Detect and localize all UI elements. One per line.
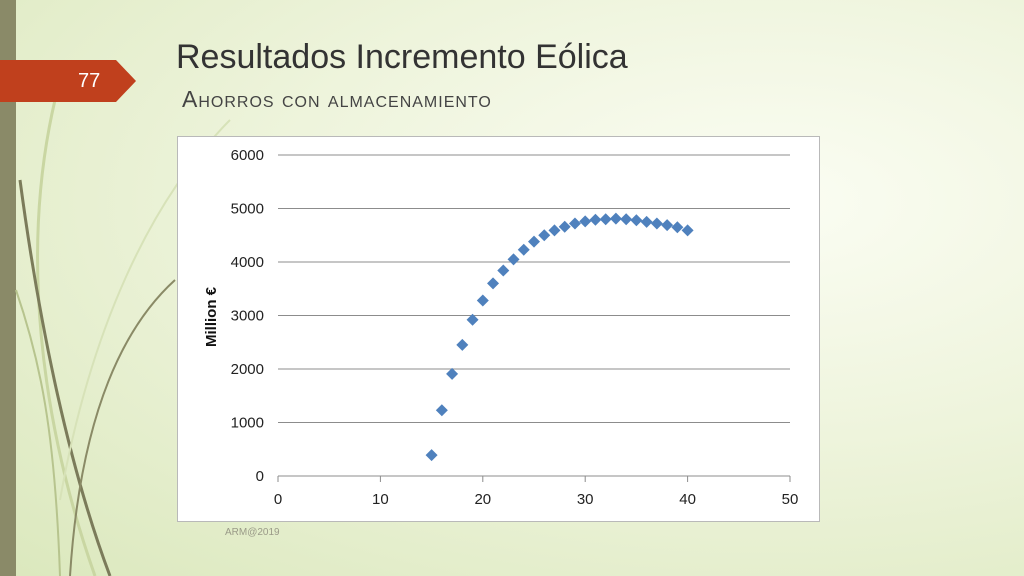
data-point bbox=[558, 220, 571, 233]
data-point bbox=[640, 215, 653, 228]
gridlines bbox=[278, 154, 790, 423]
data-point bbox=[589, 213, 602, 226]
left-accent-bar bbox=[0, 0, 16, 576]
data-point bbox=[609, 212, 622, 225]
slide-subtitle: Ahorros con almacenamiento bbox=[182, 86, 492, 112]
x-tick-label: 30 bbox=[577, 491, 594, 508]
data-point bbox=[599, 213, 612, 226]
x-tick-label: 50 bbox=[782, 491, 799, 508]
y-tick-label: 6000 bbox=[231, 147, 264, 164]
y-tick-label: 1000 bbox=[231, 415, 264, 432]
y-tick-label: 5000 bbox=[231, 201, 264, 218]
x-tick-label: 20 bbox=[474, 491, 491, 508]
slide-title: Resultados Incremento Eólica bbox=[176, 38, 628, 76]
data-point bbox=[620, 213, 633, 226]
data-point bbox=[671, 221, 684, 234]
data-point bbox=[497, 264, 510, 277]
scatter-chart: 0 1000 2000 3000 4000 5000 6000 0 10 20 30 40 50 Mi… bbox=[203, 147, 799, 508]
chart-frame: 0 1000 2000 3000 4000 5000 6000 0 10 20 30 40 50 Mi… bbox=[177, 136, 820, 522]
data-point bbox=[661, 219, 674, 232]
data-point bbox=[528, 235, 540, 248]
data-point bbox=[517, 243, 530, 256]
data-point bbox=[548, 224, 561, 237]
data-point bbox=[456, 338, 469, 351]
data-point bbox=[507, 253, 520, 266]
data-point bbox=[446, 367, 459, 380]
data-point bbox=[681, 224, 694, 237]
data-point bbox=[487, 277, 500, 290]
data-point bbox=[630, 214, 643, 227]
axes bbox=[277, 475, 791, 482]
slide-number: 77 bbox=[78, 70, 101, 92]
data-point bbox=[425, 449, 438, 462]
slide-number-badge: 77 bbox=[0, 60, 136, 102]
data-points bbox=[425, 212, 694, 462]
x-tick-label: 10 bbox=[372, 491, 389, 508]
data-point bbox=[538, 229, 551, 242]
x-tick-labels: 0 10 20 30 40 50 bbox=[274, 491, 799, 508]
y-tick-label: 2000 bbox=[231, 361, 264, 378]
y-tick-label: 0 bbox=[256, 468, 264, 485]
data-point bbox=[466, 313, 479, 326]
data-point bbox=[568, 217, 581, 230]
decorative-curves bbox=[15, 99, 231, 576]
y-tick-labels: 0 1000 2000 3000 4000 5000 6000 bbox=[231, 147, 264, 485]
data-point bbox=[476, 294, 489, 307]
data-point bbox=[579, 215, 592, 228]
y-axis-label: Million € bbox=[203, 286, 220, 347]
x-tick-label: 0 bbox=[274, 491, 282, 508]
y-tick-label: 4000 bbox=[231, 254, 264, 271]
y-tick-label: 3000 bbox=[231, 308, 264, 325]
data-point bbox=[435, 404, 448, 417]
footer-text: ARM@2019 bbox=[225, 527, 280, 538]
x-tick-label: 40 bbox=[679, 491, 696, 508]
data-point bbox=[650, 217, 663, 230]
